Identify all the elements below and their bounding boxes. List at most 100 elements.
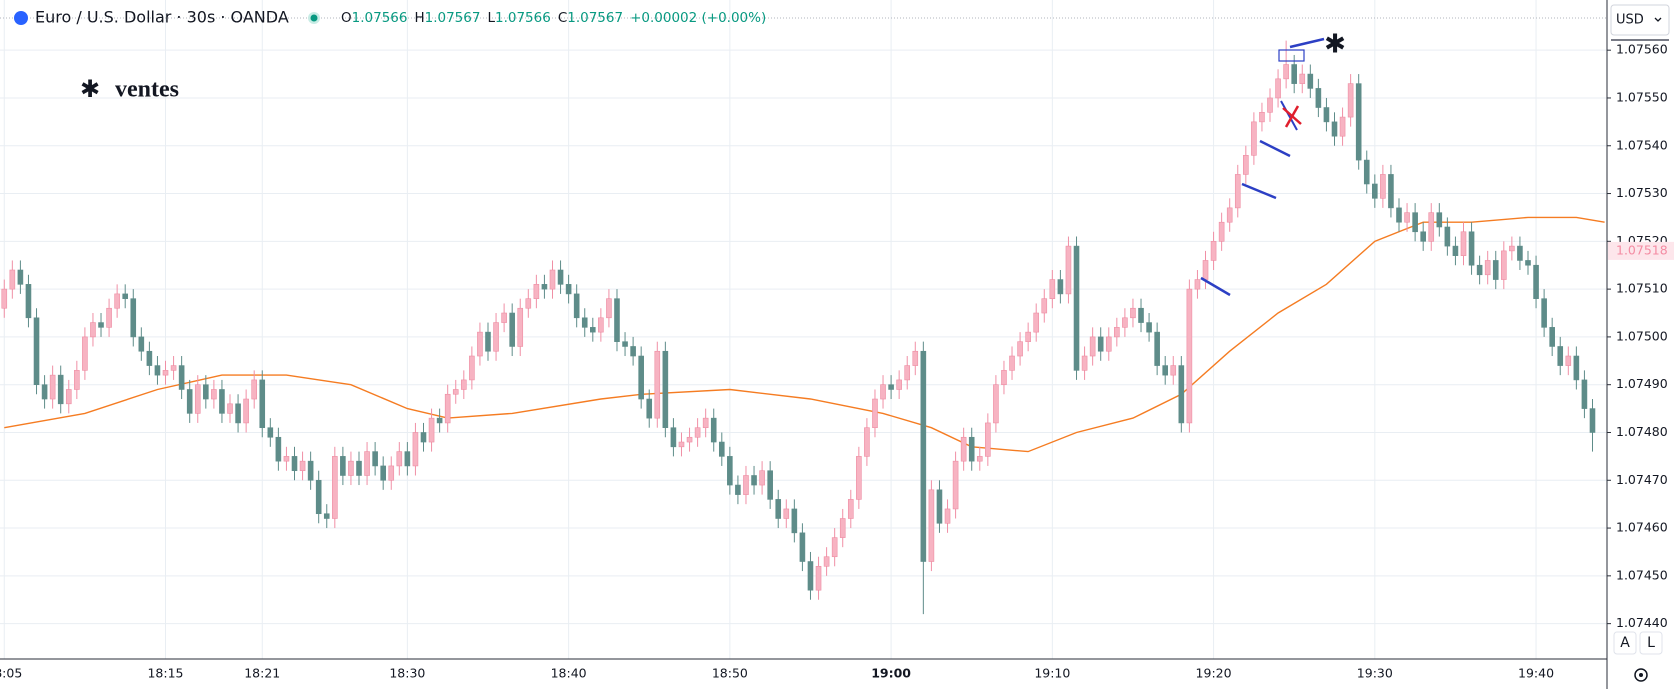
candle-body [751,475,757,486]
candle-body [348,460,354,476]
candle-body [783,508,790,519]
candle-body [444,393,451,424]
candle-body [1444,226,1451,247]
candle-body [1267,97,1273,113]
candle-body [985,422,991,457]
drawings: ✱ ✱ ventes [80,30,1346,297]
x-tick-label: 18:21 [244,666,280,681]
candle-body [1146,322,1152,333]
y-tick-label: 1.07560 [1616,42,1668,57]
candle-body [1017,341,1023,357]
price-tag-label: 1.07518 [1616,242,1668,257]
candle-body [1251,121,1257,156]
candle-body [1501,250,1507,280]
candle-body [1105,336,1112,352]
candle-body [702,417,709,429]
candle-body [1275,78,1281,99]
candle-body [630,346,636,357]
candle-body [1033,312,1040,333]
candle-body [815,565,822,591]
candle-body [856,456,862,500]
candle-body [565,284,572,295]
candle-body [557,269,564,285]
candle-body [332,456,338,519]
x-tick-label: 19:00 [871,666,911,681]
candle-body [9,269,16,290]
candle-body [1363,159,1370,185]
candle-body [1307,73,1314,89]
candle-body [976,456,983,462]
candle-body [590,327,596,333]
candle-body [1533,264,1539,299]
candle-body [581,317,588,328]
header: Euro / U.S. Dollar · 30s · OANDA O1.0756… [14,8,766,27]
scale-button[interactable] [1613,631,1637,655]
candle-body [743,475,749,495]
candle-body [1057,279,1064,295]
y-tick-label: 1.07540 [1616,137,1668,152]
candle-body [203,384,209,400]
candle-body [1525,260,1531,266]
candle-body [283,456,290,462]
candle-body [485,331,491,352]
scale-button[interactable] [1639,631,1663,655]
candle-body [1517,245,1523,261]
candle-body [436,417,443,424]
candle-body [1210,241,1217,261]
candle-body [323,513,330,519]
candle-body [1202,260,1209,280]
candle-body [299,460,306,472]
grid [0,0,1607,659]
candle-body [1049,279,1056,299]
candle-body [767,470,773,500]
candle-body [791,508,798,534]
candle-body [146,350,153,366]
candle-body [799,532,806,562]
currency-button[interactable] [1610,4,1670,36]
candle-body [1476,264,1483,276]
y-tick-label: 1.07550 [1616,89,1668,104]
y-tick-label: 1.07470 [1616,472,1668,487]
candle-body [1122,317,1128,328]
candle-body [904,365,911,381]
candle-body [162,370,169,376]
candle-body [178,365,185,390]
ohlc-value: 1.07566 [495,10,551,26]
candle-body [960,436,967,462]
candle-body [573,293,580,319]
candle-body [1315,88,1322,108]
candle-body [1347,83,1354,118]
candle-body [920,350,927,562]
settings-icon[interactable] [1634,668,1648,682]
candle-body [372,451,378,467]
x-tick-label: 18:40 [551,666,587,681]
y-tick-label: 1.07510 [1616,281,1668,296]
candle-body [388,465,395,481]
candle-body [936,489,943,524]
candle-body [1557,346,1564,366]
candle-body [1114,327,1120,338]
candle-body [1404,212,1410,223]
candle-body [114,293,120,309]
ohlc-value: 1.07567 [567,10,623,26]
dropdown-icon [1654,17,1662,22]
candle-body [461,379,467,390]
candle-body [1541,298,1547,328]
candle-body [106,307,112,328]
candle-body [1089,336,1096,357]
candle-body [686,436,693,443]
trend-line [1241,182,1277,200]
candle-body [670,427,677,448]
candle-body [1243,155,1249,175]
y-tick-label: 1.07490 [1616,376,1668,391]
axes: 1.07440 1.07450 1.07460 1.07470 1.07480 1.074… [0,42,1674,681]
candle-body [1130,307,1136,319]
symbol-title: Euro / U.S. Dollar · 30s · OANDA [35,8,289,27]
candle-body [807,561,814,591]
candle-body [380,465,386,481]
candle-body [727,456,733,486]
candle-body [638,355,644,400]
candle-body [1065,245,1072,295]
ohlc-value: 1.07567 [425,10,481,26]
